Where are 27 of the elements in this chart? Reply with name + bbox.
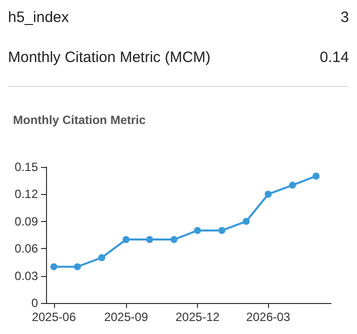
y-tick-label: 0.06 [14, 242, 38, 256]
point [122, 236, 130, 244]
point [218, 226, 226, 234]
category-label: Monthly Citation Metric (MCM) [8, 48, 211, 68]
point [146, 236, 154, 244]
y-tick-label: 0.03 [14, 268, 38, 283]
x-tick-label: 2026-03 [246, 310, 291, 324]
point [74, 263, 81, 270]
point [170, 236, 178, 244]
data-label: 3 [340, 8, 349, 28]
point [194, 226, 202, 234]
point [98, 254, 106, 262]
x-tick-label: 2025-12 [176, 310, 220, 324]
y-tick-label: 0.12 [14, 187, 38, 202]
x-tick-label: 2025-09 [104, 310, 148, 324]
chart-title: Monthly Citation Metric [13, 113, 146, 127]
y-tick-label: 0 [31, 296, 38, 310]
point [242, 218, 250, 225]
point [289, 182, 296, 189]
y-tick-label: 0.09 [14, 214, 38, 228]
x-tick-label: 2025-06 [32, 310, 76, 324]
point [312, 172, 320, 180]
point [50, 263, 58, 270]
point [264, 190, 272, 198]
category-label: h5_index [8, 8, 69, 28]
data-label: 0.14 [320, 48, 349, 68]
y-tick-label: 0.15 [14, 160, 38, 174]
